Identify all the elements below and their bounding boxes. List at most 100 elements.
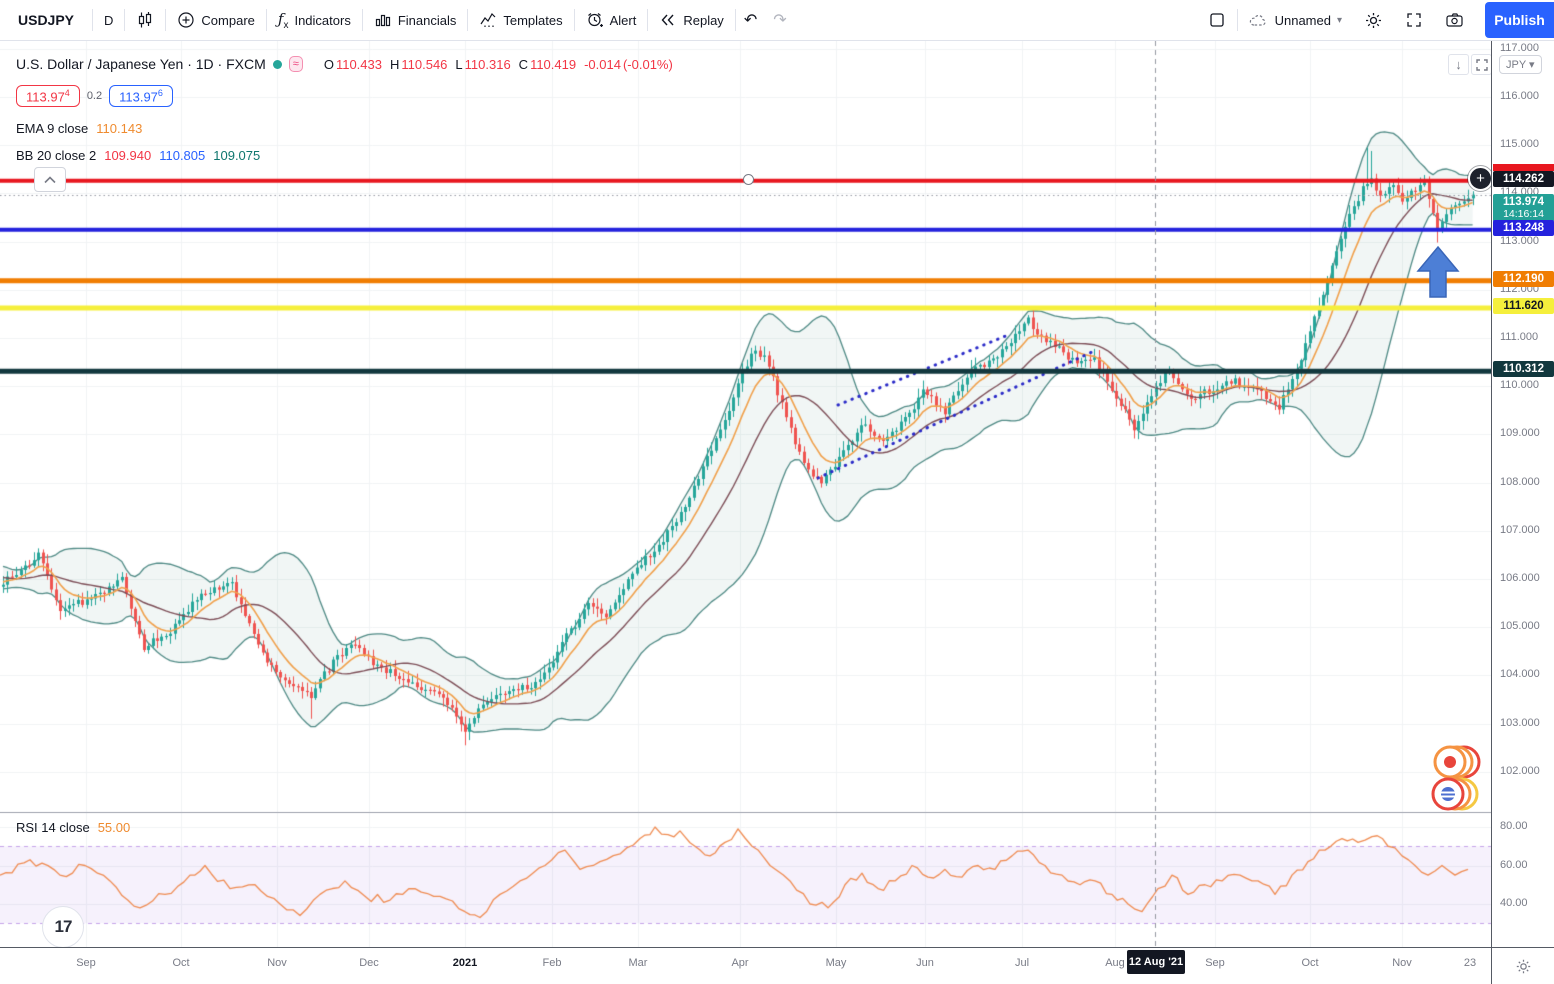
price-tick: 107.000: [1500, 523, 1540, 536]
ema-legend[interactable]: EMA 9 close 110.143: [16, 121, 142, 136]
high-value: 110.546: [401, 56, 448, 72]
ema-label: EMA 9 close: [16, 121, 89, 136]
delayed-data-icon[interactable]: ≈: [288, 56, 303, 72]
pane-separator[interactable]: [0, 812, 1491, 813]
rsi-value: 55.00: [97, 820, 131, 835]
replay-label: Replay: [683, 12, 724, 28]
layout-name: Unnamed: [1274, 12, 1331, 28]
open-value: 110.433: [335, 56, 382, 72]
hline-price-label[interactable]: 111.620: [1493, 298, 1554, 315]
bb-lower-value: 109.075: [213, 148, 261, 163]
price-tick: 106.000: [1500, 572, 1540, 584]
bid-price-box[interactable]: 113.974: [16, 85, 80, 108]
time-axis-label: Jun: [916, 957, 934, 969]
templates-label: Templates: [503, 12, 563, 28]
separator: [647, 9, 649, 31]
separator: [1236, 9, 1238, 31]
symbol-title[interactable]: U.S. Dollar / Japanese Yen · 1D · FXCM: [16, 56, 266, 72]
time-axis-label: Apr: [731, 957, 749, 969]
time-axis-label: Sep: [76, 957, 96, 969]
fx-icon: ƒx: [277, 9, 289, 31]
time-axis-label: 23: [1463, 957, 1477, 969]
hline-price-label[interactable]: 112.190: [1493, 270, 1554, 287]
price-tick: 102.000: [1500, 764, 1540, 777]
undo-button[interactable]: ↶: [736, 0, 765, 40]
time-axis[interactable]: 12 Aug '21 Sep Oct Nov Dec 2021 Feb Mar Apr May J…: [0, 947, 1554, 984]
time-axis-label: Oct: [1301, 957, 1319, 969]
ask-price-box[interactable]: 113.976: [109, 85, 173, 108]
maximize-pane-button[interactable]: [1471, 54, 1492, 75]
layout-square-icon: [1209, 13, 1224, 27]
donut-stickers-drawing[interactable]: [1426, 742, 1484, 818]
chart-type-button[interactable]: [125, 0, 165, 40]
add-alert-plus-icon[interactable]: +: [1468, 166, 1493, 191]
price-axis[interactable]: JPY ▾ 117.000 116.000 115.000 114.000 113.00…: [1491, 41, 1554, 947]
price-tick: 115.000: [1500, 138, 1539, 151]
price-tick: 111.000: [1500, 331, 1539, 343]
hline-price-label[interactable]: 113.248: [1493, 219, 1554, 236]
financials-icon: [375, 14, 390, 27]
indicators-label: Indicators: [294, 12, 351, 28]
toolbar-left: USDJPY D Compare ƒx Indicators: [0, 0, 795, 40]
alert-button[interactable]: Alert: [575, 0, 648, 40]
snapshot-button[interactable]: [1434, 0, 1475, 40]
fullscreen-button[interactable]: [1394, 0, 1434, 40]
current-price-label[interactable]: 113.974 14:16:14: [1493, 193, 1554, 222]
bb-legend[interactable]: BB 20 close 2 109.940 110.805 109.075: [16, 148, 260, 163]
layout-select-button[interactable]: [1197, 0, 1237, 40]
indicators-button[interactable]: ƒx Indicators: [267, 0, 362, 40]
templates-icon: [480, 13, 496, 27]
separator: [467, 9, 469, 31]
time-axis-label: Aug: [1105, 957, 1125, 969]
hline-handle[interactable]: [743, 174, 754, 185]
time-axis-label: Oct: [172, 957, 190, 969]
open-label: O: [323, 56, 334, 72]
up-arrow-drawing[interactable]: [1414, 245, 1462, 299]
price-tick: 110.000: [1500, 379, 1539, 392]
close-value: 110.419: [530, 56, 577, 72]
financials-button[interactable]: Financials: [363, 0, 468, 40]
move-pane-down-button[interactable]: ↓: [1448, 54, 1469, 75]
bb-upper-value: 110.805: [159, 148, 206, 163]
hline-price-label[interactable]: 110.312: [1493, 361, 1554, 378]
tradingview-logo[interactable]: 17: [42, 906, 84, 948]
cloud-layout-button[interactable]: Unnamed ▾: [1238, 0, 1353, 40]
price-tick: 103.000: [1500, 716, 1540, 729]
settings-button[interactable]: [1353, 0, 1394, 40]
price-tick: 109.000: [1500, 427, 1540, 440]
collapse-drawing-chip[interactable]: [34, 167, 66, 192]
interval-button[interactable]: D: [93, 0, 124, 40]
chart-canvas[interactable]: [0, 41, 1491, 947]
low-value: 110.316: [464, 56, 511, 72]
rsi-legend[interactable]: RSI 14 close 55.00: [16, 820, 130, 835]
fullscreen-icon: [1407, 13, 1421, 27]
separator: [265, 9, 267, 31]
redo-button[interactable]: ↷: [765, 0, 794, 40]
bb-label: BB 20 close 2: [16, 148, 97, 163]
axis-settings-gear-icon[interactable]: [1515, 958, 1532, 975]
financials-label: Financials: [397, 12, 457, 28]
bb-basis-value: 109.940: [104, 148, 152, 163]
time-axis-label: Sep: [1205, 957, 1225, 969]
time-axis-label: Dec: [359, 957, 379, 969]
templates-button[interactable]: Templates: [468, 0, 573, 40]
price-tick: 108.000: [1500, 475, 1540, 488]
separator: [361, 9, 363, 31]
spread-value: 0.2: [86, 90, 103, 103]
hline-price-label[interactable]: 114.262: [1493, 170, 1554, 187]
compare-plus-icon: [178, 12, 195, 28]
toolbar-right: Unnamed ▾ Publish: [1197, 0, 1554, 40]
ohlc-values: O 110.433 H 110.546 L 110.316 C 110.419 -0.0…: [318, 57, 673, 72]
symbol-button[interactable]: USDJPY: [0, 0, 92, 40]
replay-button[interactable]: Replay: [648, 0, 734, 40]
compare-label: Compare: [201, 12, 255, 28]
compare-button[interactable]: Compare: [166, 0, 265, 40]
separator: [165, 9, 167, 31]
separator: [573, 9, 575, 31]
currency-toggle-button[interactable]: JPY ▾: [1499, 55, 1542, 74]
publish-button[interactable]: Publish: [1485, 2, 1554, 38]
separator: [734, 9, 736, 31]
maximize-icon: [1475, 58, 1488, 71]
last-price: 113.974: [1503, 195, 1544, 208]
